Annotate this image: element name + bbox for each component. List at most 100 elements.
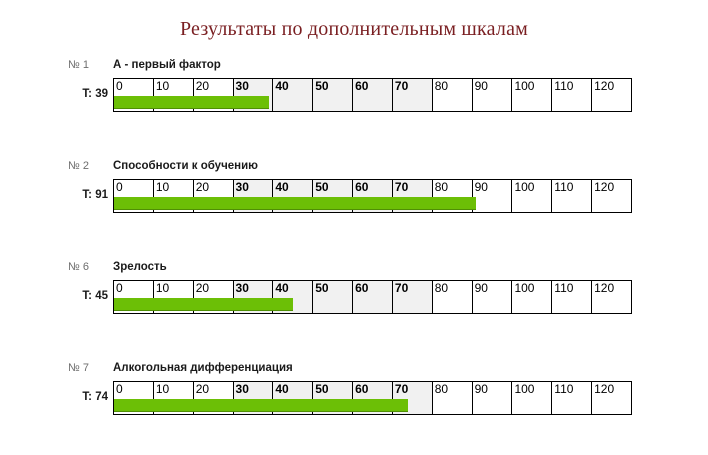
ruler-tick-label: 80 xyxy=(434,79,449,93)
ruler-tick-label: 40 xyxy=(275,180,289,194)
ruler-cell: 20 xyxy=(193,281,234,313)
ruler-cell: 20 xyxy=(193,180,234,212)
scale-name: А - первый фактор xyxy=(113,59,221,71)
scale-chart: 0 10 20 30 40 50 60 70 80 90 100 110 120 xyxy=(113,179,632,214)
ruler-tick-label: 30 xyxy=(235,180,249,194)
ruler-cell: 70 xyxy=(392,382,433,414)
ruler-tick-label: 80 xyxy=(434,281,449,295)
ruler-cell: 40 xyxy=(273,180,314,212)
ruler-cell: 110 xyxy=(552,79,593,111)
ruler-cell: 80 xyxy=(432,180,473,212)
tscore-label: T: 45 xyxy=(82,290,108,302)
ruler-tick-label: 100 xyxy=(514,382,535,396)
ruler-cell: 30 xyxy=(233,180,274,212)
ruler-cell: 30 xyxy=(233,79,274,111)
ruler-cell: 0 xyxy=(114,281,154,313)
ruler-cell: 100 xyxy=(512,281,553,313)
ruler-tick-label: 30 xyxy=(235,281,249,295)
ruler-tick-label: 90 xyxy=(474,281,488,295)
ruler-tick-label: 100 xyxy=(514,281,535,295)
scale-ruler: 0 10 20 30 40 50 60 70 80 90 100 110 120 xyxy=(113,78,632,112)
ruler-tick-label: 50 xyxy=(315,180,329,194)
scale-ruler: 0 10 20 30 40 50 60 70 80 90 100 110 120 xyxy=(113,179,632,213)
ruler-cell: 110 xyxy=(552,180,593,212)
ruler-tick-label: 60 xyxy=(355,382,369,396)
ruler-tick-label: 90 xyxy=(474,180,488,194)
scale-ruler: 0 10 20 30 40 50 60 70 80 90 100 110 120 xyxy=(113,280,632,314)
ruler-cell: 90 xyxy=(472,382,513,414)
ruler-tick-label: 60 xyxy=(355,79,369,93)
ruler-cell: 50 xyxy=(313,281,354,313)
ruler-tick-label: 10 xyxy=(155,281,170,295)
ruler-cell: 60 xyxy=(353,382,393,414)
scale-block: № 1 А - первый фактор T: 39 0 10 20 30 40 50 60 70… xyxy=(0,57,708,113)
ruler-tick-label: 110 xyxy=(554,382,574,396)
ruler-tick-label: 0 xyxy=(116,180,123,194)
ruler-cell: 50 xyxy=(313,180,354,212)
ruler-cell: 120 xyxy=(592,281,631,313)
ruler-tick-label: 70 xyxy=(394,281,409,295)
ruler-tick-label: 80 xyxy=(434,382,449,396)
ruler-cell: 90 xyxy=(472,281,513,313)
ruler-cell: 40 xyxy=(273,281,314,313)
ruler-cell: 100 xyxy=(512,382,553,414)
ruler-tick-label: 90 xyxy=(474,79,488,93)
ruler-tick-label: 10 xyxy=(155,180,170,194)
ruler-cell: 40 xyxy=(273,382,314,414)
ruler-cell: 0 xyxy=(114,79,154,111)
ruler-cell: 60 xyxy=(353,180,393,212)
tscore-label: T: 74 xyxy=(82,391,108,403)
ruler-tick-label: 0 xyxy=(116,281,123,295)
ruler-cell: 20 xyxy=(193,382,234,414)
ruler-tick-label: 70 xyxy=(394,382,409,396)
scale-number: № 7 xyxy=(68,362,89,374)
ruler-cell: 80 xyxy=(432,281,473,313)
scale-name: Зрелость xyxy=(113,261,167,273)
tscore-label: T: 39 xyxy=(82,88,108,100)
scale-name: Алкогольная дифференциация xyxy=(113,362,293,374)
ruler-tick-label: 0 xyxy=(116,79,123,93)
ruler-tick-label: 70 xyxy=(394,180,409,194)
ruler-tick-label: 120 xyxy=(594,281,615,295)
ruler-cell: 70 xyxy=(392,180,433,212)
ruler-cell: 0 xyxy=(114,382,154,414)
ruler-cell: 20 xyxy=(193,79,234,111)
ruler-tick-label: 40 xyxy=(275,382,289,396)
ruler-tick-label: 100 xyxy=(514,79,535,93)
ruler-tick-label: 110 xyxy=(554,79,574,93)
ruler-tick-label: 70 xyxy=(394,79,409,93)
ruler-cell: 90 xyxy=(472,79,513,111)
scale-block: № 6 Зрелость T: 45 0 10 20 30 40 50 60 70 80 90 100 11… xyxy=(0,259,708,315)
ruler-tick-label: 10 xyxy=(155,382,170,396)
scale-block: № 2 Способности к обучению T: 91 0 10 20 30 40 5… xyxy=(0,158,708,214)
ruler-tick-label: 50 xyxy=(315,281,329,295)
ruler-tick-label: 20 xyxy=(195,281,210,295)
ruler-cell: 70 xyxy=(392,79,433,111)
ruler-cell: 80 xyxy=(432,382,473,414)
scale-name: Способности к обучению xyxy=(113,160,258,172)
ruler-cell: 10 xyxy=(153,281,194,313)
ruler-cell: 70 xyxy=(392,281,433,313)
ruler-cell: 110 xyxy=(552,382,593,414)
ruler-tick-label: 120 xyxy=(594,382,615,396)
ruler-tick-label: 50 xyxy=(315,382,329,396)
ruler-cell: 40 xyxy=(273,79,314,111)
ruler-tick-label: 0 xyxy=(116,382,123,396)
ruler-tick-label: 50 xyxy=(315,79,329,93)
ruler-tick-label: 30 xyxy=(235,382,249,396)
ruler-cell: 80 xyxy=(432,79,473,111)
ruler-tick-label: 120 xyxy=(594,180,615,194)
scale-block: № 7 Алкогольная дифференциация T: 74 0 10 20 3… xyxy=(0,360,708,416)
scale-chart: 0 10 20 30 40 50 60 70 80 90 100 110 120 xyxy=(113,78,632,113)
ruler-cell: 10 xyxy=(153,382,194,414)
ruler-cell: 100 xyxy=(512,180,553,212)
ruler-cell: 30 xyxy=(233,382,274,414)
ruler-cell: 120 xyxy=(592,382,631,414)
ruler-cell: 120 xyxy=(592,180,631,212)
ruler-tick-label: 110 xyxy=(554,180,574,194)
ruler-cell: 50 xyxy=(313,382,354,414)
ruler-tick-label: 30 xyxy=(235,79,249,93)
ruler-cell: 0 xyxy=(114,180,154,212)
scale-number: № 2 xyxy=(68,160,89,172)
ruler-tick-label: 20 xyxy=(195,382,210,396)
